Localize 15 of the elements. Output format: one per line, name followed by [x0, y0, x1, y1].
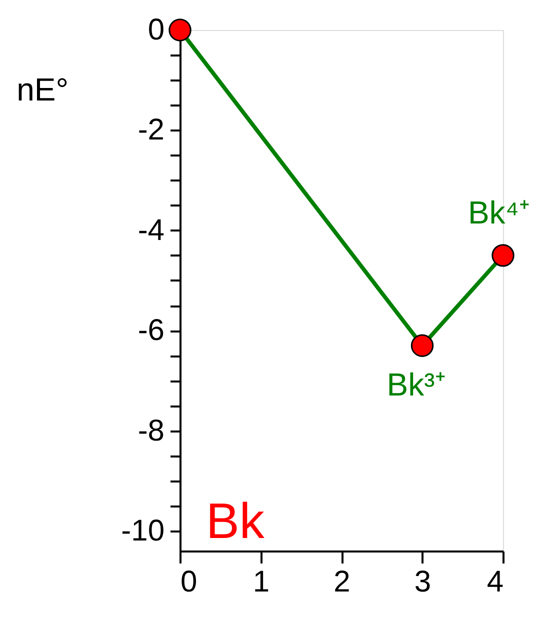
x-tick-label: 3 — [414, 566, 432, 598]
y-tick-label: 0 — [148, 14, 164, 46]
y-tick-label: -8 — [138, 414, 164, 448]
x-tick-label: 1 — [252, 566, 270, 598]
y-axis-title: nE° — [16, 72, 68, 108]
x-tick-label: 0 — [180, 566, 198, 598]
y-tick-label: -10 — [121, 514, 164, 548]
y-tick-label: -2 — [138, 114, 164, 147]
annotation: Bk⁴⁺ — [468, 194, 530, 230]
x-tick-label: 4 — [486, 566, 504, 598]
y-tick-label: -6 — [138, 314, 164, 348]
annotation: Bk — [206, 493, 266, 549]
x-tick-label: 2 — [334, 566, 350, 598]
y-tick-label: -4 — [138, 214, 164, 247]
annotation: Bk³⁺ — [386, 366, 446, 403]
